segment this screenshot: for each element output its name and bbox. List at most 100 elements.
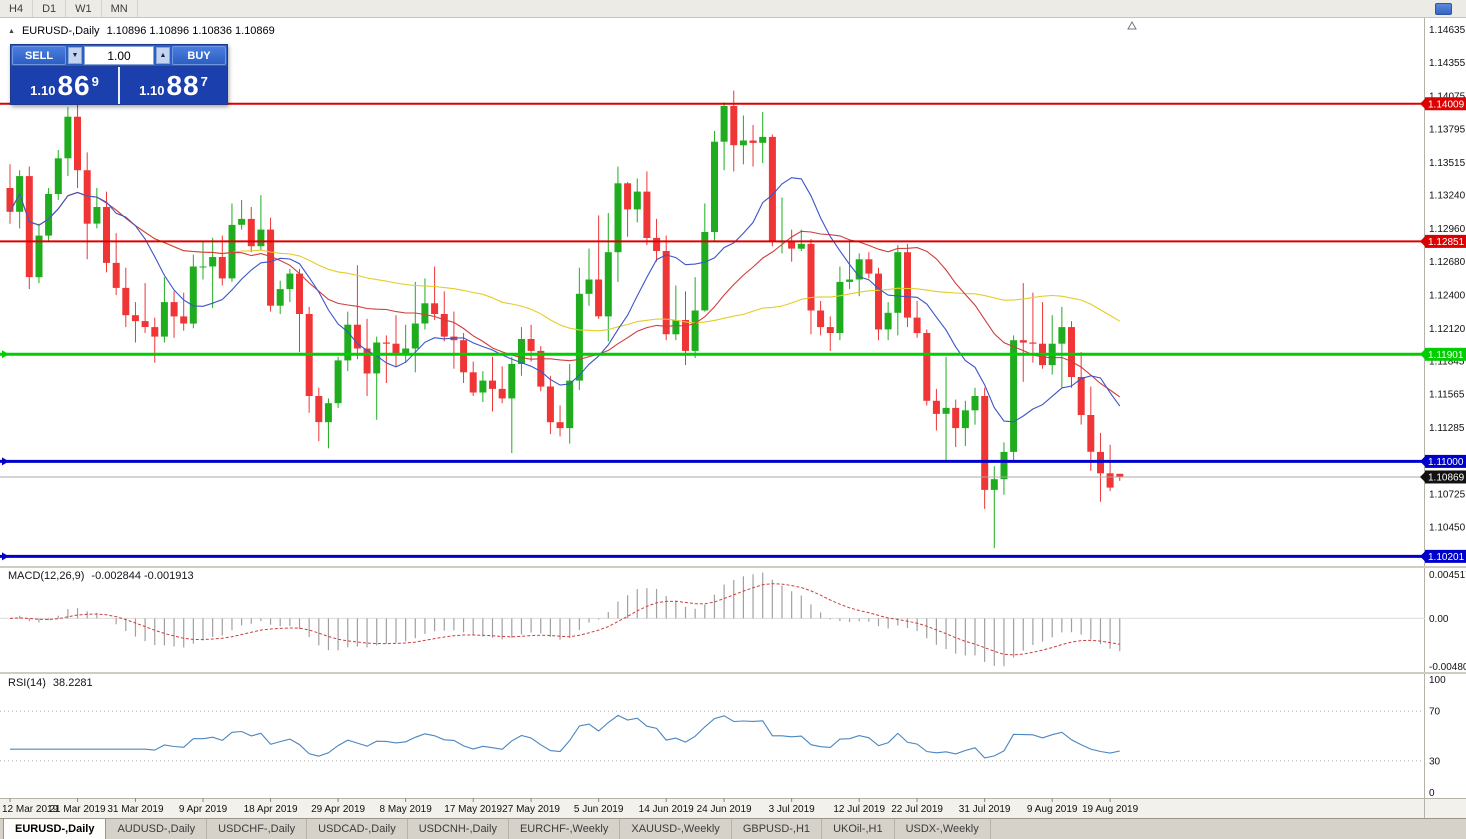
volume-value: 1.00 — [107, 48, 131, 63]
macd-values: -0.002844 -0.001913 — [91, 570, 194, 582]
rsi-name: RSI(14) — [8, 677, 46, 689]
moving-averages-layer — [9, 177, 1121, 423]
date-label: 9 Apr 2019 — [179, 804, 228, 815]
price-tick-label: 1.10450 — [1429, 522, 1466, 533]
chart-symbol-label: EURUSD-,Daily — [21, 25, 100, 37]
bottom-tab-ukoil-h1[interactable]: UKOil-,H1 — [822, 819, 895, 839]
price-tick-label: 1.14075 — [1429, 91, 1466, 102]
rsi-scale-label: 30 — [1429, 756, 1441, 767]
timeframe-mn-button[interactable]: MN — [102, 0, 138, 17]
price-tick-label: 1.13240 — [1429, 191, 1466, 202]
date-label: 31 Jul 2019 — [959, 804, 1011, 815]
toolbar-window-icon[interactable] — [1435, 2, 1452, 15]
buy-button[interactable]: BUY — [172, 46, 226, 65]
axis-price-box: 1.10869 — [1428, 472, 1465, 483]
date-label: 14 Jun 2019 — [639, 804, 694, 815]
chart-title: ▲ EURUSD-,Daily 1.10896 1.10896 1.10836 … — [8, 25, 275, 37]
bottom-tab-gbpusd-h1[interactable]: GBPUSD-,H1 — [732, 819, 823, 839]
price-tick-label: 1.13515 — [1429, 158, 1466, 169]
chart-ohlc-label: 1.10896 1.10896 1.10836 1.10869 — [106, 25, 275, 37]
bottom-tab-usdchf-daily[interactable]: USDCHF-,Daily — [207, 819, 308, 839]
price-tick-label: 1.11285 — [1429, 423, 1465, 434]
date-label: 31 Mar 2019 — [107, 804, 164, 815]
buy-price-prefix: 1.10 — [139, 83, 165, 98]
price-axis[interactable]: 1.14635 1.14355 1.14075 1.13795 1.13515 1.132… — [1420, 18, 1466, 818]
date-label: 19 Aug 2019 — [1082, 804, 1139, 815]
axis-price-box: 1.14009 — [1428, 99, 1465, 110]
window-separators[interactable] — [0, 566, 1466, 674]
rsi-scale-label: 70 — [1429, 707, 1441, 718]
trade-prices-row: 1.10 86 9 1.10 88 7 — [11, 67, 227, 104]
price-tick-label: 1.11565 — [1429, 390, 1465, 401]
axis-backgrounds — [0, 798, 1466, 818]
rsi-scale-label: 0 — [1429, 788, 1435, 799]
candles-layer — [6, 90, 1124, 549]
volume-decrease-button[interactable]: ▼ — [68, 47, 82, 64]
bottom-tab-usdcad-daily[interactable]: USDCAD-,Daily — [307, 819, 408, 839]
timeframe-w1-button[interactable]: W1 — [66, 0, 102, 17]
bottom-tab-eurchf-weekly[interactable]: EURCHF-,Weekly — [509, 819, 621, 839]
date-label: 24 Jun 2019 — [697, 804, 752, 815]
timeframe-h4-button[interactable]: H4 — [0, 0, 34, 17]
timeframe-group: H4 D1 W1 MN — [0, 0, 138, 17]
price-tick-label: 1.12960 — [1429, 224, 1466, 235]
toolbar: H4 D1 W1 MN — [0, 0, 1466, 18]
chart-tab-bar: EURUSD-,Daily AUDUSD-,Daily USDCHF-,Daily U… — [0, 818, 1466, 839]
bottom-tab-usdx-weekly[interactable]: USDX-,Weekly — [895, 819, 991, 839]
price-tick-label: 1.12120 — [1429, 324, 1466, 335]
volume-increase-button[interactable]: ▲ — [156, 47, 170, 64]
price-divider — [118, 67, 120, 104]
date-label: 18 Apr 2019 — [244, 804, 298, 815]
price-tick-label: 1.14355 — [1429, 58, 1466, 69]
horizontal-lines-layer[interactable] — [0, 102, 1425, 561]
bottom-tab-xauusd-weekly[interactable]: XAUUSD-,Weekly — [620, 819, 732, 839]
axis-price-box: 1.10201 — [1428, 552, 1465, 563]
date-label: 29 Apr 2019 — [311, 804, 365, 815]
axis-price-box: 1.11000 — [1428, 457, 1464, 468]
price-tick-label: 1.12680 — [1429, 257, 1466, 268]
chart-shift-marker[interactable] — [1127, 20, 1137, 30]
macd-scale-min: -0.004806 — [1429, 662, 1466, 673]
price-tick-label: 1.13795 — [1429, 125, 1466, 136]
chevron-down-icon: ▼ — [71, 52, 79, 59]
bottom-tab-audusd-daily[interactable]: AUDUSD-,Daily — [106, 819, 208, 839]
bottom-tab-eurusd-daily[interactable]: EURUSD-,Daily — [3, 819, 107, 839]
macd-scale-max: 0.004517 — [1429, 570, 1466, 581]
macd-layer: 0.004517 0.00 -0.004806 — [0, 570, 1466, 673]
price-tick-label: 1.14635 — [1429, 25, 1466, 36]
axis-price-box: 1.11901 — [1428, 350, 1464, 361]
rsi-value: 38.2281 — [52, 677, 93, 689]
date-label: 12 Mar 2019 — [2, 804, 59, 815]
bottom-tab-usdcnh-daily[interactable]: USDCNH-,Daily — [408, 819, 509, 839]
date-label: 5 Jun 2019 — [574, 804, 624, 815]
chart-canvas[interactable]: 1.14635 1.14355 1.14075 1.13795 1.13515 1.132… — [0, 18, 1466, 818]
rsi-label: RSI(14) 38.2281 — [8, 677, 93, 689]
price-tick-label: 1.10725 — [1429, 490, 1466, 501]
sell-price-big: 86 — [57, 70, 91, 101]
sell-price-prefix: 1.10 — [30, 83, 56, 98]
macd-name: MACD(12,26,9) — [8, 570, 85, 582]
trade-controls-row: SELL ▼ 1.00 ▲ BUY — [11, 45, 227, 67]
price-tick-label: 1.12400 — [1429, 291, 1466, 302]
sell-button[interactable]: SELL — [12, 46, 66, 65]
volume-input[interactable]: 1.00 — [84, 46, 154, 65]
sell-price-pip: 9 — [91, 74, 99, 89]
date-label: 8 May 2019 — [380, 804, 433, 815]
chevron-up-icon: ▲ — [159, 52, 167, 59]
date-label: 17 May 2019 — [444, 804, 502, 815]
buy-price-pip: 7 — [200, 74, 208, 89]
date-label: 27 May 2019 — [502, 804, 560, 815]
date-label: 22 Jul 2019 — [891, 804, 943, 815]
axis-price-box: 1.12851 — [1428, 237, 1465, 248]
timeframe-d1-button[interactable]: D1 — [33, 0, 67, 17]
buy-price-display[interactable]: 1.10 88 7 — [120, 67, 227, 104]
buy-price-big: 88 — [166, 70, 200, 101]
sell-price-display[interactable]: 1.10 86 9 — [11, 67, 118, 104]
date-label: 3 Jul 2019 — [769, 804, 816, 815]
macd-label: MACD(12,26,9) -0.002844 -0.001913 — [8, 570, 194, 582]
date-label: 9 Aug 2019 — [1027, 804, 1078, 815]
rsi-layer: 100 70 30 0 — [0, 675, 1446, 799]
collapse-triangle-icon[interactable]: ▲ — [8, 27, 15, 35]
